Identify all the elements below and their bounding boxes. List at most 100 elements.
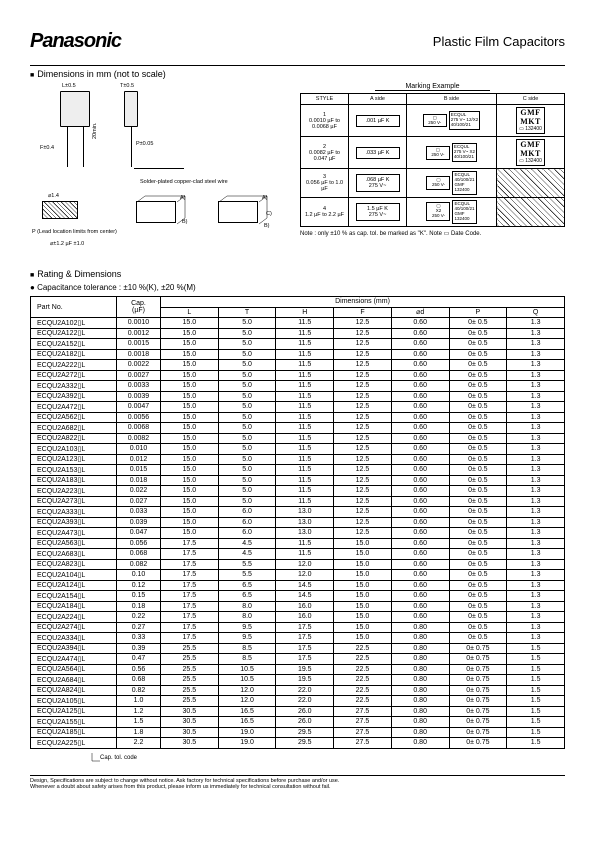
table-cell: 12.5 (334, 486, 392, 497)
table-cell: 11.5 (276, 433, 334, 444)
table-cell: 26.0 (276, 706, 334, 717)
table-cell: 0± 0.5 (449, 391, 507, 402)
table-cell: 0.80 (391, 696, 449, 707)
table-cell: 11.5 (276, 339, 334, 350)
table-cell: 0.018 (117, 475, 161, 486)
perspective-box-1 (136, 201, 176, 223)
table-cell: 15.0 (161, 412, 219, 423)
table-row: ECQU2A154▯L0.1517.56.514.515.00.600± 0.5… (31, 591, 565, 602)
table-cell: 0.60 (391, 601, 449, 612)
table-cell: 12.5 (334, 402, 392, 413)
table-row: ECQU2A273▯L0.02715.05.011.512.50.600± 0.… (31, 496, 565, 507)
table-cell: 5.0 (218, 318, 276, 329)
table-cell: ECQU2A822▯L (31, 433, 117, 444)
table-cell: 5.0 (218, 391, 276, 402)
table-cell: 0.60 (391, 517, 449, 528)
table-cell: 15.0 (161, 528, 219, 539)
table-cell: 11.5 (276, 328, 334, 339)
table-cell: 0.60 (391, 381, 449, 392)
table-cell: 0± 0.75 (449, 643, 507, 654)
table-cell: 5.5 (218, 570, 276, 581)
table-cell: 0± 0.5 (449, 633, 507, 644)
table-cell: 0± 0.5 (449, 465, 507, 476)
table-cell: 0.082 (117, 559, 161, 570)
table-cell: 0.60 (391, 612, 449, 623)
table-cell: 0.60 (391, 423, 449, 434)
table-cell: ECQU2A225▯L (31, 738, 117, 749)
table-cell: 0.0047 (117, 402, 161, 413)
table-cell: 11.5 (276, 454, 334, 465)
marking-zone: Marking Example STYLE A side B side C si… (300, 83, 565, 263)
table-cell: 0± 0.5 (449, 328, 507, 339)
table-cell: 6.0 (218, 517, 276, 528)
table-cell: 30.5 (161, 738, 219, 749)
table-cell: ECQU2A274▯L (31, 622, 117, 633)
table-cell: 4.5 (218, 538, 276, 549)
table-row: ECQU2A102▯L0.001015.05.011.512.50.600± 0… (31, 318, 565, 329)
table-cell: 15.0 (334, 559, 392, 570)
table-cell: 0.80 (391, 675, 449, 686)
table-cell: ECQU2A682▯L (31, 423, 117, 434)
table-cell: 15.0 (334, 601, 392, 612)
table-cell: 17.5 (161, 591, 219, 602)
table-cell: 1.5 (507, 717, 565, 728)
table-cell: 15.0 (161, 496, 219, 507)
table-cell: 1.2 (117, 706, 161, 717)
table-cell: 0± 0.5 (449, 496, 507, 507)
dim-label-h: 20min. (92, 122, 98, 139)
dim-header-row1: Part No. Cap. (µF) Dimensions (mm) (31, 297, 565, 308)
table-cell: ECQU2A103▯L (31, 444, 117, 455)
table-cell: 17.5 (161, 559, 219, 570)
table-cell: ECQU2A683▯L (31, 549, 117, 560)
dim-label-l: L±0.5 (62, 83, 76, 89)
table-row: ECQU2A223▯L0.02215.05.011.512.50.600± 0.… (31, 486, 565, 497)
table-cell: 30.5 (161, 717, 219, 728)
table-cell: ECQU2A684▯L (31, 675, 117, 686)
table-cell: 11.5 (276, 475, 334, 486)
table-cell: 12.5 (334, 433, 392, 444)
marking-a-cell: .033 µF K (349, 137, 407, 169)
table-cell: 0.033 (117, 507, 161, 518)
table-cell: 0± 0.75 (449, 675, 507, 686)
table-cell: 11.5 (276, 349, 334, 360)
table-cell: 5.0 (218, 444, 276, 455)
table-cell: 0.22 (117, 612, 161, 623)
table-cell: 11.5 (276, 423, 334, 434)
table-cell: 0.60 (391, 549, 449, 560)
table-cell: 0.60 (391, 507, 449, 518)
dim-label-t: T±0.5 (120, 83, 134, 89)
table-cell: 16.0 (276, 601, 334, 612)
table-cell: 0.60 (391, 402, 449, 413)
table-cell: 0.82 (117, 685, 161, 696)
dimensions-table: Part No. Cap. (µF) Dimensions (mm) L T H… (30, 296, 565, 749)
table-cell: 13.0 (276, 507, 334, 518)
table-cell: 1.5 (507, 738, 565, 749)
table-cell: 0.056 (117, 538, 161, 549)
table-cell: 27.5 (334, 738, 392, 749)
marking-row: 10.0010 µF to 0.0068 µF.001 µF K▢250 V-E… (301, 105, 565, 137)
table-cell: 0.60 (391, 496, 449, 507)
table-cell: ECQU2A105▯L (31, 696, 117, 707)
table-cell: 12.5 (334, 507, 392, 518)
footer-rule (30, 775, 565, 776)
table-row: ECQU2A682▯L0.006815.05.011.512.50.600± 0… (31, 423, 565, 434)
table-cell: 17.5 (161, 601, 219, 612)
table-row: ECQU2A123▯L0.01215.05.011.512.50.600± 0.… (31, 454, 565, 465)
table-cell: 0.12 (117, 580, 161, 591)
table-cell: 0.80 (391, 664, 449, 675)
table-cell: 12.0 (218, 696, 276, 707)
table-cell: 0.80 (391, 654, 449, 665)
table-cell: 0.60 (391, 570, 449, 581)
table-cell: 5.5 (218, 559, 276, 570)
dim-label-phi: ⌀±1.2 µF ±1.0 (50, 241, 84, 247)
table-cell: 22.5 (334, 664, 392, 675)
table-cell: 1.3 (507, 328, 565, 339)
table-cell: 11.5 (276, 465, 334, 476)
table-cell: ECQU2A154▯L (31, 591, 117, 602)
table-cell: 0± 0.75 (449, 738, 507, 749)
table-cell: 0± 0.5 (449, 486, 507, 497)
doc-title: Plastic Film Capacitors (433, 34, 565, 49)
marking-style-cell: 20.0082 µF to 0.047 µF (301, 137, 349, 169)
table-cell: 22.5 (334, 675, 392, 686)
table-cell: 17.5 (161, 549, 219, 560)
